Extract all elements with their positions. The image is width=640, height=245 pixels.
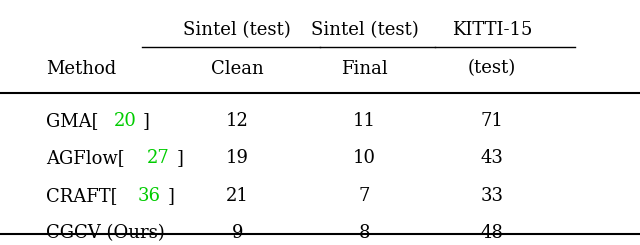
Text: 21: 21 — [226, 187, 248, 205]
Text: 9: 9 — [232, 224, 243, 242]
Text: 48: 48 — [481, 224, 504, 242]
Text: 43: 43 — [481, 149, 504, 168]
Text: 8: 8 — [359, 224, 371, 242]
Text: 27: 27 — [147, 149, 170, 168]
Text: Clean: Clean — [211, 60, 264, 77]
Text: 19: 19 — [226, 149, 249, 168]
Text: GMA[: GMA[ — [46, 112, 99, 130]
Text: ]: ] — [176, 149, 183, 168]
Text: ]: ] — [143, 112, 150, 130]
Text: (test): (test) — [468, 60, 516, 77]
Text: 11: 11 — [353, 112, 376, 130]
Text: AGFlow[: AGFlow[ — [46, 149, 125, 168]
Text: 7: 7 — [359, 187, 371, 205]
Text: 36: 36 — [138, 187, 161, 205]
Text: 71: 71 — [481, 112, 504, 130]
Text: Final: Final — [341, 60, 388, 77]
Text: ]: ] — [168, 187, 174, 205]
Text: Sintel (test): Sintel (test) — [183, 21, 291, 39]
Text: CRAFT[: CRAFT[ — [46, 187, 118, 205]
Text: 12: 12 — [226, 112, 248, 130]
Text: 20: 20 — [113, 112, 136, 130]
Text: 10: 10 — [353, 149, 376, 168]
Text: KITTI-15: KITTI-15 — [452, 21, 532, 39]
Text: CGCV (Ours): CGCV (Ours) — [46, 224, 164, 242]
Text: 33: 33 — [481, 187, 504, 205]
Text: Sintel (test): Sintel (test) — [311, 21, 419, 39]
Text: Method: Method — [46, 60, 116, 77]
